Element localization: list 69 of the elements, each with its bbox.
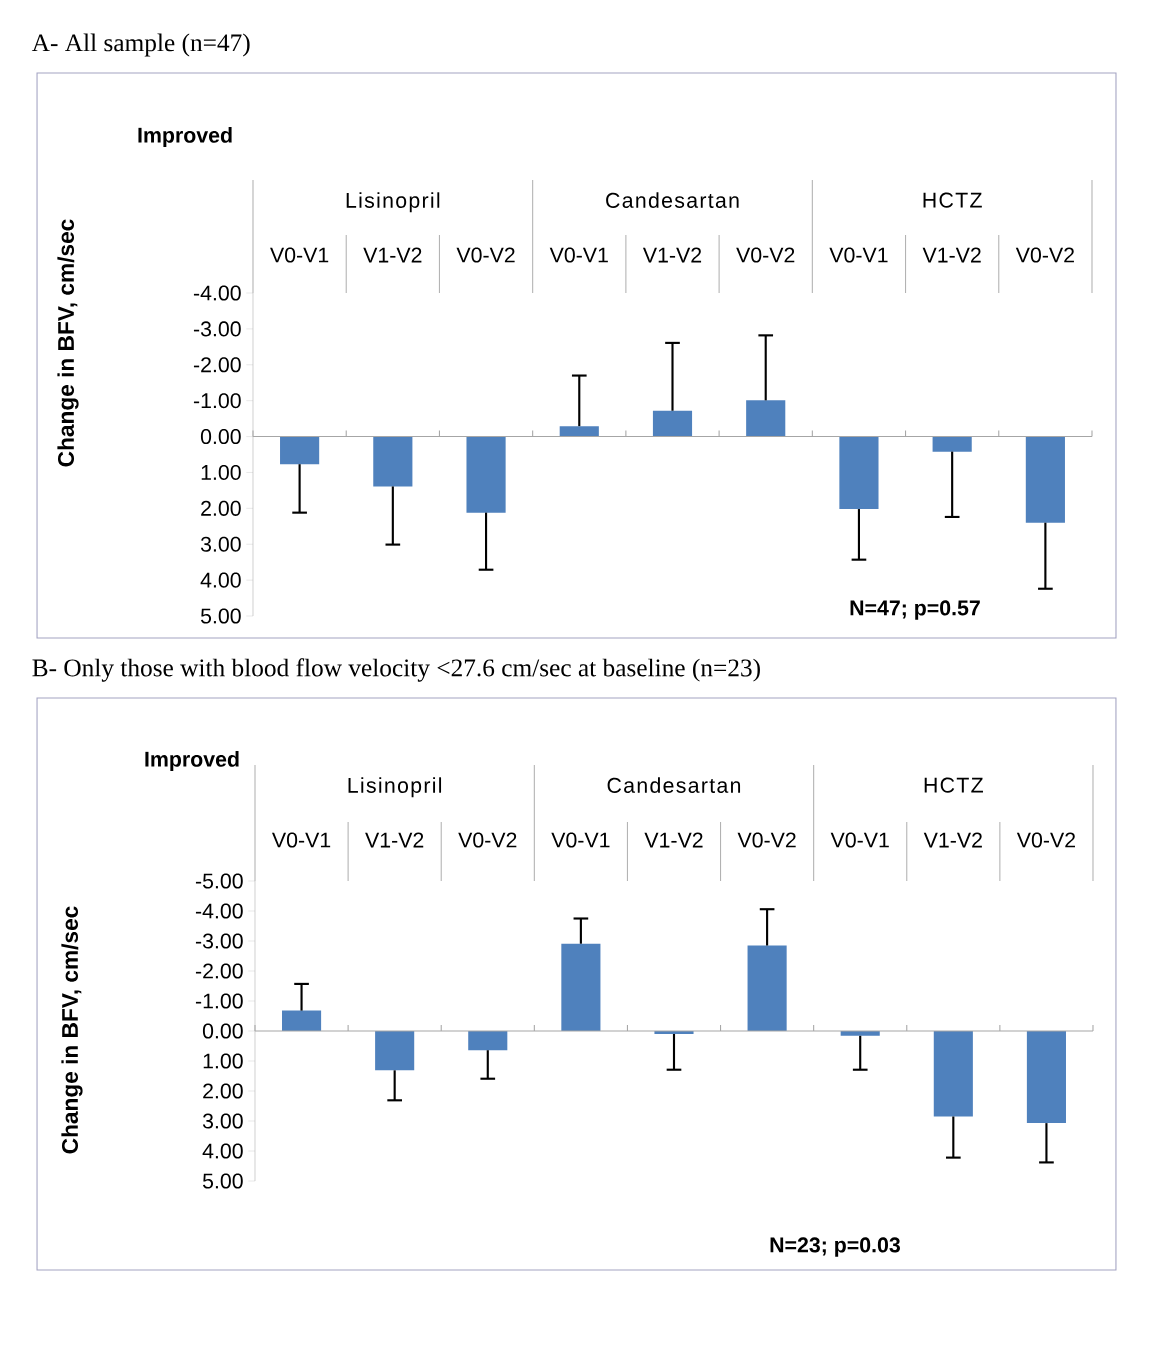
y-tick-label: 4.00 <box>200 572 241 588</box>
text: HCTZ <box>923 192 982 208</box>
y-tick-label: 2.00 <box>203 1083 243 1099</box>
y-axis-title: Change in BFV, cm/sec <box>61 906 83 1154</box>
bar <box>561 943 601 1032</box>
bar <box>746 400 786 437</box>
y-tick-label: 3.00 <box>202 1113 243 1129</box>
text: HCTZ <box>924 777 983 793</box>
bar <box>280 436 320 465</box>
x-tick-label: V0-V1 <box>551 832 610 848</box>
x-tick-label: V0-V2 <box>737 832 796 848</box>
x-tick-label: V0-V2 <box>736 247 795 263</box>
chart-title: A- All sample (n=47) <box>31 33 250 57</box>
x-tick-label: V1-V2 <box>644 832 703 848</box>
y-tick-label: 0.00 <box>202 1023 243 1039</box>
bar <box>466 436 506 513</box>
y-tick-label: 3.00 <box>200 536 241 552</box>
y-tick-label: -3.00 <box>193 321 241 337</box>
bar <box>932 436 972 452</box>
y-tick-label: -3.00 <box>195 933 243 949</box>
text: Lisinopril <box>348 777 442 798</box>
y-tick-label: 1.00 <box>203 1053 243 1069</box>
y-tick-label: 5.00 <box>200 608 241 624</box>
y-tick-label: -4.00 <box>193 285 241 301</box>
chart-title: B- Only those with blood flow velocity <27.6 cm/sec at baseline (n=23) <box>32 658 760 682</box>
y-tick-label: -2.00 <box>195 963 243 979</box>
bar <box>747 945 787 1032</box>
y-tick-label: 5.00 <box>202 1173 243 1189</box>
bar <box>1026 1031 1066 1124</box>
y-tick-label: 4.00 <box>202 1143 243 1159</box>
x-tick-label: V0-V1 <box>830 832 889 848</box>
bar <box>559 426 599 437</box>
y-tick-label: -1.00 <box>193 393 241 409</box>
x-tick-label: V0-V1 <box>549 247 608 263</box>
text: Improved <box>145 751 239 771</box>
y-tick-label: -2.00 <box>193 357 241 373</box>
bar <box>373 436 413 487</box>
x-tick-label: V1-V2 <box>365 832 424 848</box>
y-tick-label: 0.00 <box>200 429 241 445</box>
x-tick-label: V1-V2 <box>642 247 702 263</box>
x-tick-label: V0-V2 <box>458 832 517 848</box>
text: N=23; p=0.03 <box>770 1237 900 1257</box>
x-tick-label: V0-V2 <box>1016 832 1075 848</box>
x-tick-label: V1-V2 <box>923 832 982 848</box>
text: Improved <box>138 127 232 147</box>
bar <box>375 1031 415 1071</box>
bar <box>933 1031 973 1117</box>
bar <box>468 1031 508 1051</box>
text: Candesartan <box>606 192 739 208</box>
y-tick-label: 1.00 <box>201 464 241 481</box>
x-tick-label: V0-V1 <box>270 247 329 263</box>
x-tick-label: V1-V2 <box>363 247 422 263</box>
y-tick-label: -5.00 <box>195 873 243 889</box>
y-axis-title: Change in BFV, cm/sec <box>57 219 79 467</box>
x-tick-label: V0-V1 <box>271 832 331 848</box>
bar <box>839 436 879 510</box>
x-tick-label: V1-V2 <box>922 247 981 263</box>
y-tick-label: -1.00 <box>195 993 243 1009</box>
y-tick-label: -4.00 <box>195 903 243 919</box>
y-tick-label: 2.00 <box>201 500 241 516</box>
bar <box>282 1010 322 1032</box>
text: Candesartan <box>607 777 741 793</box>
annotation: N=47; p=0.57 <box>850 600 980 620</box>
x-tick-label: V0-V2 <box>1015 247 1074 263</box>
x-tick-label: V0-V2 <box>456 247 515 263</box>
text: Lisinopril <box>346 192 440 213</box>
bar <box>652 410 693 437</box>
x-tick-label: V0-V1 <box>829 247 888 263</box>
bar <box>1025 436 1065 523</box>
